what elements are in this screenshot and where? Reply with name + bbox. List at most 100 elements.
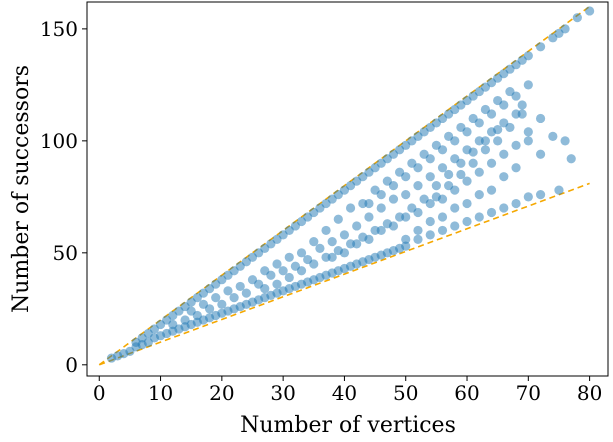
y-axis-ticks: 0 50 100 150 (40, 17, 87, 377)
data-point (284, 272, 294, 283)
data-point (217, 299, 227, 309)
data-point (333, 245, 343, 256)
data-point (456, 169, 466, 180)
data-point (327, 237, 337, 247)
plot-frame (86, 1, 609, 377)
data-point (401, 241, 411, 251)
data-point (204, 304, 215, 314)
data-point (296, 266, 307, 276)
data-point (413, 225, 423, 236)
data-point (437, 145, 448, 155)
data-point (296, 248, 307, 258)
x-axis-ticks: 0 10 20 30 40 50 60 70 80 (93, 376, 602, 405)
x-tick-label: 40 (332, 381, 357, 405)
data-point (474, 118, 484, 128)
data-point (321, 225, 331, 236)
x-tick-label: 60 (454, 381, 479, 405)
data-point (499, 100, 509, 110)
data-point (468, 158, 478, 168)
data-point (345, 203, 356, 213)
data-point (413, 163, 423, 173)
data-point (511, 163, 521, 173)
y-tick-label: 100 (40, 129, 78, 153)
data-point (585, 6, 595, 16)
data-point (535, 149, 546, 159)
data-point (284, 252, 294, 262)
data-point (425, 230, 435, 240)
data-point (266, 270, 276, 280)
data-point (431, 192, 441, 202)
data-point (450, 221, 460, 231)
data-point (444, 181, 454, 191)
data-point (339, 230, 350, 240)
data-point (401, 172, 411, 182)
x-tick-label: 50 (393, 381, 418, 405)
data-point (241, 288, 251, 298)
data-point (462, 216, 472, 227)
scatter-points (106, 6, 595, 363)
data-point (437, 212, 448, 222)
data-point (192, 310, 202, 321)
data-point (229, 293, 239, 303)
data-point (560, 136, 570, 146)
data-point (419, 194, 429, 204)
data-point (462, 176, 472, 186)
data-point (413, 181, 423, 191)
data-point (370, 225, 380, 236)
x-tick-label: 10 (148, 381, 173, 405)
data-point (309, 259, 319, 269)
data-point (168, 319, 178, 330)
data-point (425, 216, 435, 227)
data-point (395, 212, 405, 222)
data-point (333, 214, 343, 224)
data-point (511, 140, 521, 150)
data-point (523, 136, 533, 146)
data-point (480, 136, 491, 146)
data-point (388, 181, 399, 191)
data-point (572, 13, 582, 23)
data-point (407, 203, 417, 213)
data-point (425, 154, 435, 164)
x-axis-label: Number of vertices (240, 413, 456, 438)
data-point (554, 185, 564, 195)
x-tick-label: 70 (516, 381, 541, 405)
data-point (358, 232, 368, 242)
data-point (486, 207, 497, 218)
data-point (272, 279, 282, 289)
y-tick-label: 0 (65, 353, 78, 377)
data-point (499, 172, 509, 182)
data-point (278, 266, 288, 276)
y-tick-label: 150 (40, 17, 78, 41)
data-point (382, 219, 392, 229)
data-point (505, 122, 515, 133)
data-point (511, 198, 521, 209)
x-tick-label: 80 (577, 381, 602, 405)
data-point (493, 125, 503, 135)
data-point (535, 113, 546, 124)
data-point (376, 203, 386, 213)
data-point (535, 189, 546, 200)
data-point (450, 203, 460, 213)
data-point (523, 127, 533, 137)
x-tick-label: 20 (209, 381, 234, 405)
data-point (315, 243, 325, 253)
data-point (523, 80, 533, 90)
data-point (180, 315, 190, 325)
data-point (486, 185, 497, 195)
data-point (499, 149, 509, 159)
data-point (560, 24, 570, 34)
data-point (235, 281, 245, 292)
data-point (535, 42, 546, 52)
data-point (493, 136, 503, 146)
data-point (309, 237, 319, 247)
data-point (272, 259, 282, 269)
data-point (523, 192, 533, 202)
data-point (260, 284, 270, 294)
data-point (456, 158, 466, 168)
data-point (468, 147, 478, 157)
y-axis-label: Number of successors (9, 65, 34, 313)
reference-line-2 (98, 182, 590, 366)
data-point (474, 212, 484, 222)
data-point (517, 109, 527, 119)
